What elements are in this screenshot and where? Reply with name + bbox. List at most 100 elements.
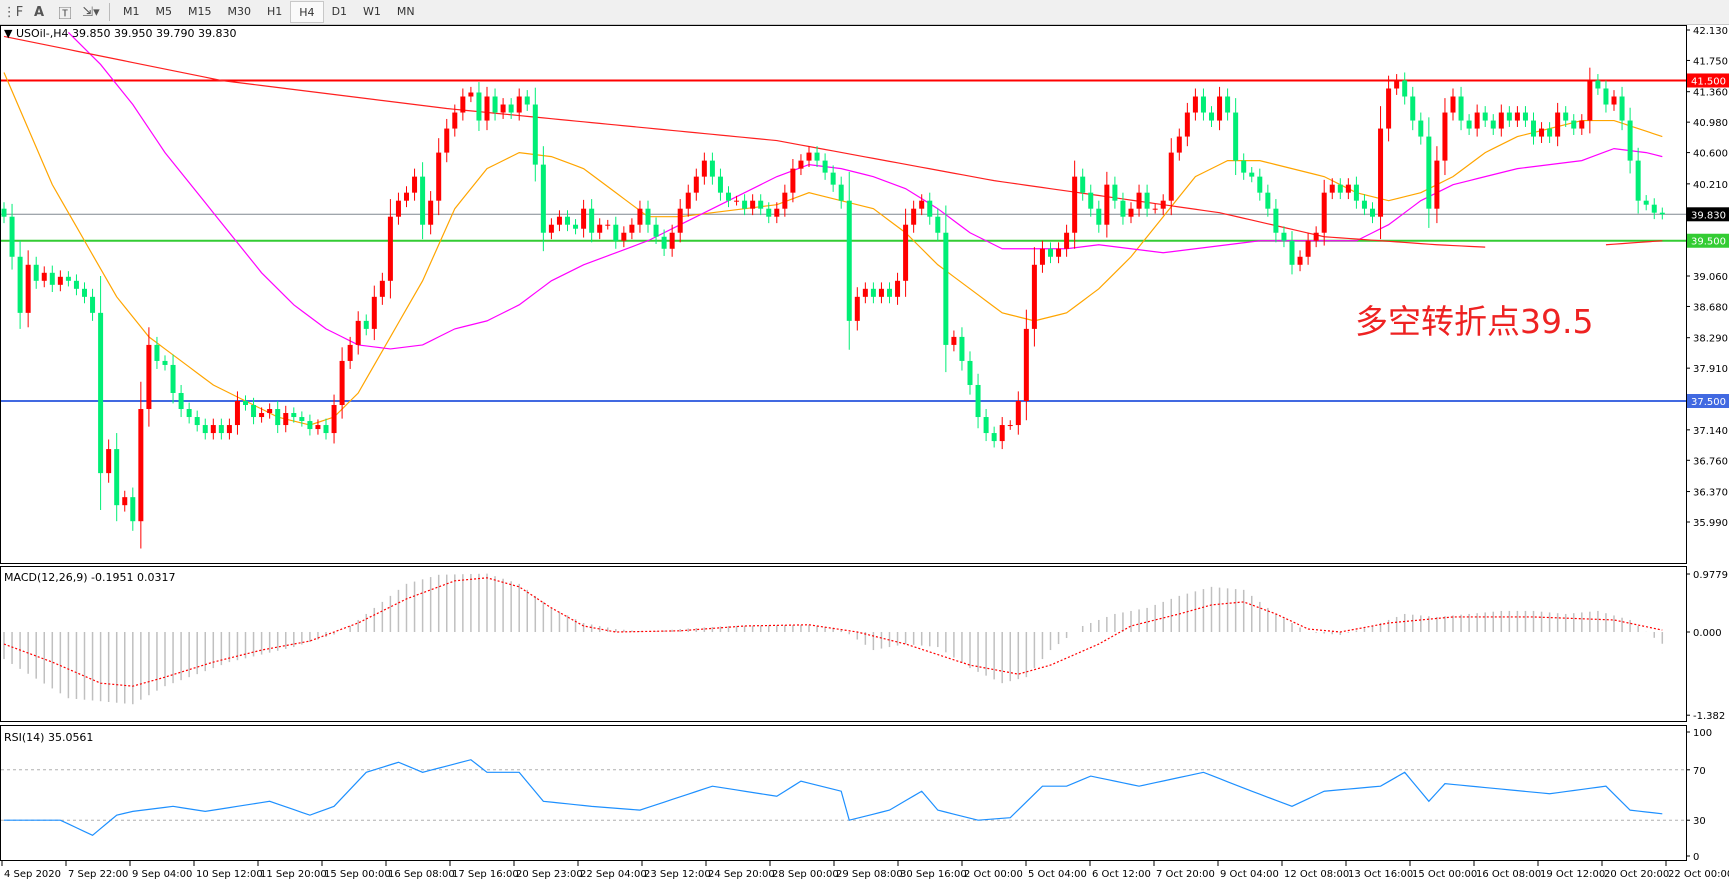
- arrows-icon[interactable]: ⇲▾: [82, 4, 100, 20]
- candle: [379, 272, 385, 305]
- candle-body: [1579, 120, 1585, 129]
- candle: [1555, 102, 1561, 147]
- time-axis-label: 20 Sep 23:00: [516, 869, 583, 880]
- candle: [701, 152, 707, 185]
- macd-axis-label: 0.000: [1693, 628, 1722, 639]
- candle: [556, 210, 562, 232]
- time-axis-label: 7 Sep 22:00: [68, 869, 128, 880]
- price-axis-label: 36.370: [1693, 488, 1728, 499]
- candle: [243, 395, 248, 411]
- price-tag-bg: [1687, 207, 1729, 222]
- candle-body: [597, 224, 603, 233]
- candle-body: [82, 288, 87, 297]
- candle: [1603, 80, 1609, 113]
- timeframe-mn[interactable]: MN: [396, 4, 415, 18]
- candle: [1458, 86, 1464, 131]
- candle: [1048, 242, 1053, 264]
- candle-body: [371, 296, 377, 329]
- timeframe-m1[interactable]: M1: [123, 4, 140, 18]
- timeframe-m15[interactable]: M15: [188, 4, 212, 18]
- time-axis-label: 23 Sep 12:00: [644, 869, 711, 880]
- candle: [1241, 153, 1247, 180]
- candle: [1257, 168, 1263, 201]
- candle-body: [959, 336, 965, 361]
- candle: [605, 219, 611, 230]
- candle-body: [1490, 120, 1496, 129]
- candle: [1023, 309, 1029, 421]
- candle-body: [822, 160, 828, 173]
- candle-body: [645, 208, 651, 225]
- rsi-panel-frame: [0, 725, 1687, 861]
- candle: [830, 165, 836, 192]
- candle: [1168, 138, 1174, 216]
- candle-body: [806, 152, 812, 161]
- timeframe-d1[interactable]: D1: [331, 4, 348, 18]
- candle: [1627, 107, 1633, 174]
- timeframe-h4[interactable]: H4: [290, 1, 324, 23]
- candle-body: [9, 216, 15, 257]
- candle: [750, 194, 756, 216]
- candle-body: [476, 92, 482, 121]
- candle: [798, 154, 804, 176]
- price-axis-label: 41.360: [1693, 88, 1728, 99]
- price-tag-label: 39.500: [1691, 237, 1726, 248]
- candle: [726, 186, 731, 208]
- chart-canvas[interactable]: 42.130 41.750 41.360 40.980 40.600 40.210 39.0…: [0, 24, 1729, 893]
- candle-body: [412, 176, 418, 193]
- time-axis-label: 4 Sep 2020: [4, 869, 61, 880]
- text-a-icon[interactable]: A: [33, 4, 45, 20]
- candle: [629, 218, 635, 240]
- moving-average-line: [3, 72, 1663, 426]
- rsi-line: [4, 759, 1663, 837]
- candle: [1531, 112, 1536, 145]
- time-axis-label: 12 Oct 08:00: [1284, 869, 1349, 880]
- candle: [1, 202, 7, 224]
- candle: [73, 274, 79, 296]
- candle: [1112, 176, 1118, 209]
- timeframe-m5[interactable]: M5: [155, 4, 173, 18]
- candle: [202, 418, 208, 440]
- candle: [331, 394, 337, 444]
- time-axis-label: 2 Oct 00:00: [964, 869, 1023, 880]
- candle: [1587, 67, 1593, 134]
- timeframe-w1[interactable]: W1: [363, 4, 381, 18]
- candle: [371, 285, 377, 341]
- collapse-triangle-icon[interactable]: ▼: [4, 27, 13, 40]
- candle-body: [1370, 208, 1375, 217]
- candle-body: [1120, 200, 1126, 217]
- candle: [1152, 203, 1158, 214]
- price-axis-label: 39.060: [1693, 272, 1728, 283]
- candle-body: [122, 497, 128, 506]
- timeframe-m30[interactable]: M30: [227, 4, 252, 18]
- candle: [1088, 184, 1094, 217]
- candle-body: [178, 392, 184, 410]
- grid-f-icon[interactable]: ⋮F: [2, 4, 24, 20]
- timeframe-h1[interactable]: H1: [267, 4, 283, 18]
- candle-body: [508, 104, 514, 113]
- candle-body: [194, 417, 200, 426]
- candle: [999, 417, 1005, 450]
- price-axis-label: 41.750: [1693, 56, 1728, 67]
- candle-body: [1273, 208, 1279, 233]
- candle-body: [1418, 120, 1424, 137]
- candle-body: [339, 360, 345, 406]
- candle: [259, 407, 265, 423]
- candle: [782, 184, 788, 217]
- candle-body: [1635, 160, 1641, 201]
- candle: [1031, 247, 1037, 347]
- candle-body: [1233, 112, 1239, 161]
- candle-body: [355, 320, 361, 345]
- candle: [82, 282, 87, 304]
- candle-body: [1563, 112, 1569, 121]
- candle-body: [1611, 96, 1617, 105]
- candle-body: [1410, 96, 1416, 121]
- candle: [734, 195, 740, 206]
- candle-body: [1184, 112, 1190, 137]
- text-label-icon[interactable]: 🅃: [58, 6, 72, 22]
- candle: [420, 162, 426, 240]
- candle-body: [1498, 112, 1504, 129]
- candle-body: [1064, 232, 1070, 249]
- candle: [363, 314, 369, 336]
- candle-body: [943, 232, 949, 345]
- candle: [951, 330, 957, 352]
